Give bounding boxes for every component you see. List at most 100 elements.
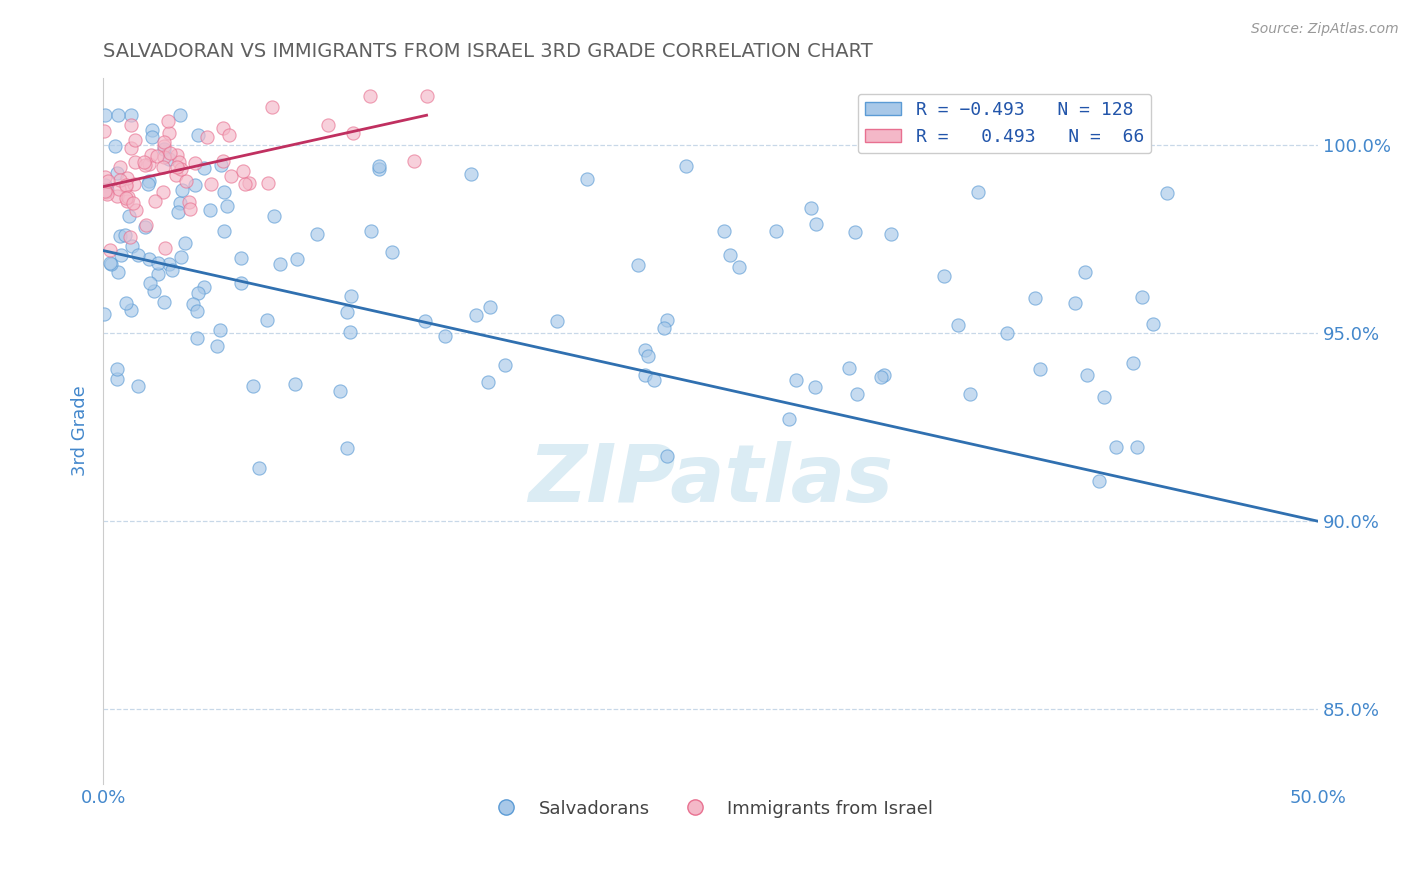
Point bbox=[946, 318, 969, 332]
Point bbox=[340, 289, 363, 303]
Point bbox=[657, 312, 679, 326]
Point bbox=[873, 368, 896, 383]
Point bbox=[108, 228, 131, 243]
Point bbox=[249, 460, 271, 475]
Point bbox=[183, 155, 205, 169]
Point bbox=[329, 384, 352, 398]
Point bbox=[186, 331, 208, 345]
Point bbox=[217, 199, 239, 213]
Point bbox=[232, 163, 254, 178]
Point bbox=[186, 303, 208, 318]
Point bbox=[195, 129, 218, 144]
Point bbox=[105, 372, 128, 386]
Point bbox=[96, 186, 118, 201]
Point bbox=[995, 326, 1018, 340]
Point bbox=[127, 248, 149, 262]
Point bbox=[1088, 475, 1111, 489]
Point bbox=[141, 148, 163, 162]
Point bbox=[1126, 440, 1149, 454]
Legend: Salvadorans, Immigrants from Israel: Salvadorans, Immigrants from Israel bbox=[481, 792, 941, 825]
Point bbox=[146, 148, 169, 162]
Point bbox=[1130, 290, 1153, 304]
Point bbox=[845, 387, 868, 401]
Point bbox=[804, 380, 827, 394]
Point bbox=[269, 257, 291, 271]
Point bbox=[146, 267, 169, 281]
Point bbox=[465, 308, 488, 322]
Point bbox=[110, 248, 132, 262]
Point bbox=[765, 224, 787, 238]
Point bbox=[1105, 440, 1128, 454]
Point bbox=[135, 218, 157, 232]
Point bbox=[134, 220, 156, 235]
Point bbox=[1029, 361, 1052, 376]
Point bbox=[257, 177, 280, 191]
Point bbox=[136, 178, 159, 192]
Point bbox=[1074, 265, 1097, 279]
Point bbox=[284, 377, 307, 392]
Point bbox=[285, 252, 308, 267]
Point bbox=[107, 108, 129, 122]
Point bbox=[959, 387, 981, 401]
Point bbox=[170, 250, 193, 264]
Point bbox=[233, 177, 256, 191]
Point bbox=[166, 160, 188, 174]
Point bbox=[104, 139, 127, 153]
Point bbox=[124, 155, 146, 169]
Point bbox=[633, 343, 655, 358]
Point bbox=[110, 173, 132, 187]
Point bbox=[145, 194, 167, 209]
Point bbox=[209, 323, 232, 337]
Point bbox=[869, 369, 891, 384]
Point bbox=[634, 368, 657, 383]
Point bbox=[209, 158, 232, 172]
Text: ZIPatlas: ZIPatlas bbox=[529, 442, 893, 519]
Point bbox=[844, 225, 866, 239]
Point bbox=[1122, 356, 1144, 370]
Point bbox=[121, 238, 143, 252]
Point bbox=[124, 133, 146, 147]
Point bbox=[153, 135, 176, 149]
Point bbox=[200, 177, 222, 191]
Point bbox=[212, 185, 235, 199]
Point bbox=[404, 153, 426, 168]
Point bbox=[114, 191, 136, 205]
Point bbox=[153, 150, 176, 164]
Point bbox=[460, 167, 482, 181]
Point bbox=[142, 284, 165, 298]
Point bbox=[153, 138, 176, 153]
Y-axis label: 3rd Grade: 3rd Grade bbox=[72, 385, 89, 476]
Point bbox=[184, 178, 207, 193]
Point bbox=[627, 258, 650, 272]
Point bbox=[218, 128, 240, 143]
Point bbox=[118, 209, 141, 223]
Point bbox=[359, 89, 381, 103]
Point bbox=[238, 176, 260, 190]
Point bbox=[368, 161, 391, 176]
Point bbox=[336, 441, 359, 455]
Point bbox=[114, 227, 136, 242]
Point bbox=[260, 100, 283, 114]
Point bbox=[107, 188, 129, 202]
Point bbox=[718, 247, 741, 261]
Point bbox=[214, 225, 236, 239]
Point bbox=[652, 320, 675, 334]
Point bbox=[117, 171, 139, 186]
Point bbox=[181, 297, 204, 311]
Point bbox=[643, 374, 665, 388]
Point bbox=[415, 89, 437, 103]
Point bbox=[108, 182, 131, 196]
Point bbox=[806, 217, 828, 231]
Point bbox=[657, 450, 679, 464]
Point bbox=[120, 141, 142, 155]
Point bbox=[93, 307, 115, 321]
Point bbox=[342, 126, 364, 140]
Point bbox=[339, 326, 361, 340]
Point bbox=[478, 300, 501, 314]
Point bbox=[169, 196, 191, 211]
Point bbox=[1063, 296, 1085, 310]
Point bbox=[212, 154, 235, 169]
Point bbox=[134, 155, 156, 169]
Point bbox=[728, 260, 751, 274]
Point bbox=[141, 130, 163, 145]
